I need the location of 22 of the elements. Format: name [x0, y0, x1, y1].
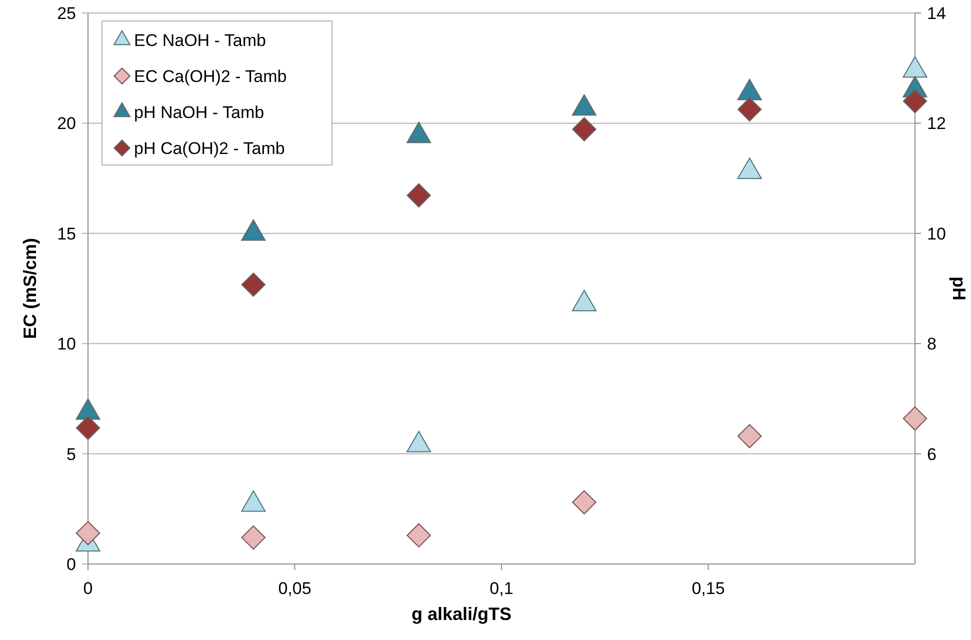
y2-tick-label: 8 — [927, 334, 936, 354]
x-tick-label: 0,1 — [490, 579, 514, 598]
legend-label: pH NaOH - Tamb — [134, 102, 264, 122]
y2-tick-label: 12 — [927, 114, 946, 134]
x-axis-title: g alkali/gTS — [411, 604, 512, 624]
y2-axis-title: pH — [949, 276, 969, 300]
x-tick-label: 0 — [83, 579, 93, 598]
y-tick-label: 25 — [57, 4, 76, 23]
y2-tick-label: 14 — [927, 4, 946, 23]
x-tick-label: 0,05 — [278, 579, 312, 598]
legend-label: EC NaOH - Tamb — [134, 30, 266, 50]
y-axis-title: EC (mS/cm) — [20, 238, 40, 340]
y-tick-label: 20 — [57, 114, 76, 134]
legend-label: pH Ca(OH)2 - Tamb — [134, 138, 285, 158]
y-tick-label: 0 — [66, 554, 76, 574]
legend-label: EC Ca(OH)2 - Tamb — [134, 66, 287, 86]
y-tick-label: 10 — [57, 334, 76, 354]
y-tick-label: 15 — [57, 224, 76, 244]
x-tick-label: 0,15 — [692, 579, 725, 598]
y2-tick-label: 10 — [927, 224, 946, 244]
y2-tick-label: 6 — [927, 444, 936, 464]
y-tick-label: 5 — [66, 444, 76, 464]
